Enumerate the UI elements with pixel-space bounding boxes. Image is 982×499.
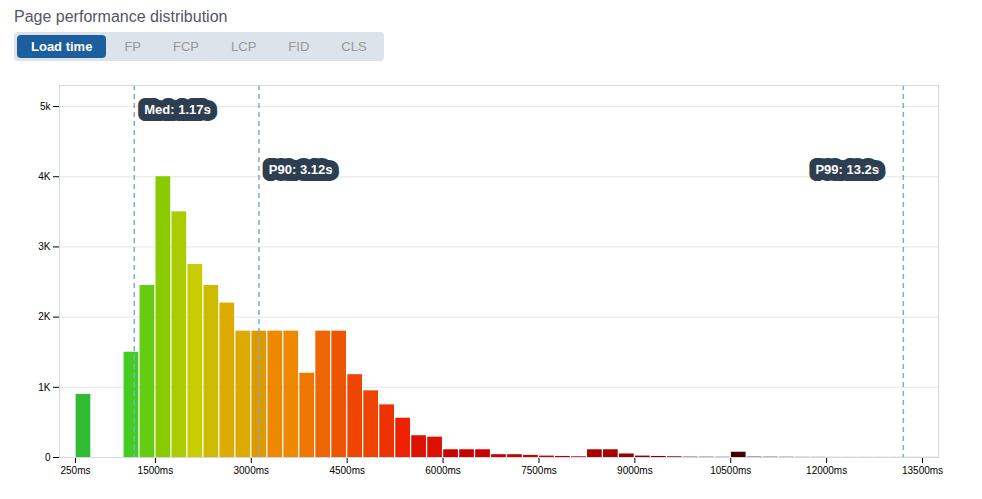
html-text:FCP: FCP	[173, 39, 199, 54]
svg-text:3000ms: 3000ms	[233, 465, 269, 476]
svg-text:1500ms: 1500ms	[138, 465, 174, 476]
svg-text:250ms: 250ms	[60, 465, 90, 476]
svg-text:7500ms: 7500ms	[521, 465, 557, 476]
svg-text:6000ms: 6000ms	[425, 465, 461, 476]
svg-text:13500ms: 13500ms	[902, 465, 943, 476]
svg-text:P99: 13.2s: P99: 13.2s	[815, 162, 879, 177]
html-text:FID: FID	[288, 39, 310, 54]
svg-text:1K: 1K	[38, 382, 51, 393]
svg-text:Med: 1.17s: Med: 1.17s	[144, 102, 210, 117]
svg-text:10500ms: 10500ms	[710, 465, 751, 476]
svg-text:12000ms: 12000ms	[806, 465, 847, 476]
svg-text:4500ms: 4500ms	[329, 465, 365, 476]
svg-text:9000ms: 9000ms	[617, 465, 653, 476]
svg-text:P90: 3.12s: P90: 3.12s	[269, 162, 333, 177]
html-text:Load time: Load time	[31, 39, 93, 54]
html-text:FP: FP	[124, 39, 141, 54]
svg-text:3K: 3K	[38, 241, 51, 252]
svg-text:2K: 2K	[38, 311, 51, 322]
svg-text:0: 0	[45, 452, 51, 463]
html-text:CLS: CLS	[341, 39, 367, 54]
svg-text:4K: 4K	[38, 171, 51, 182]
svg-text:5k: 5k	[40, 101, 52, 112]
html-text:Page performance distribution: Page performance distribution	[14, 8, 228, 25]
html-text:LCP: LCP	[231, 39, 257, 54]
